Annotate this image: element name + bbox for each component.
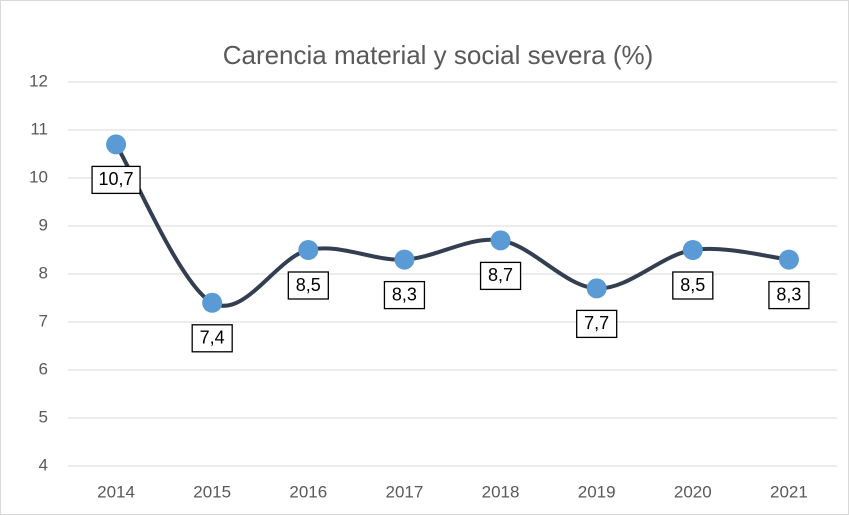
data-point [682, 240, 703, 260]
y-tick-label: 6 [39, 359, 48, 378]
data-point [586, 278, 607, 299]
data-point [106, 134, 127, 155]
x-tick-label: 2018 [482, 482, 520, 501]
data-point [490, 230, 511, 251]
x-tick-label: 2015 [193, 482, 231, 501]
y-tick-label: 10 [29, 167, 48, 186]
data-label-box [672, 271, 714, 300]
x-tick-label: 2019 [578, 482, 616, 501]
x-tick-label: 2016 [289, 482, 327, 501]
y-tick-label: 8 [39, 263, 48, 282]
data-point [394, 249, 415, 270]
data-label-box [287, 271, 329, 300]
data-label: 8,7 [488, 265, 513, 285]
y-tick-label: 7 [39, 311, 48, 330]
data-point [298, 240, 319, 260]
y-tick-label: 12 [29, 71, 48, 90]
x-tick-label: 2017 [386, 482, 424, 501]
x-tick-label: 2014 [97, 482, 135, 501]
data-label: 8,3 [776, 284, 801, 304]
data-label: 8,5 [296, 275, 321, 295]
data-label-box [91, 165, 141, 195]
data-label: 7,7 [584, 313, 609, 333]
y-tick-label: 11 [30, 119, 48, 138]
chart-title: Carencia material y social severa (%) [223, 40, 654, 70]
data-point [202, 292, 223, 313]
y-tick-label: 4 [39, 455, 48, 474]
data-label-box [191, 324, 233, 353]
data-label: 8,5 [680, 275, 705, 295]
data-label-box [576, 309, 618, 339]
data-label: 8,3 [392, 284, 417, 304]
data-label-box [383, 280, 426, 310]
data-label: 7,4 [200, 328, 225, 348]
y-tick-label: 9 [39, 215, 48, 234]
x-tick-label: 2021 [770, 482, 808, 501]
data-label-box [479, 261, 522, 291]
data-label: 10,7 [99, 169, 134, 189]
x-tick-label: 2020 [674, 482, 712, 501]
y-tick-label: 5 [39, 407, 48, 426]
data-label-box [768, 280, 810, 310]
data-point [778, 249, 799, 270]
